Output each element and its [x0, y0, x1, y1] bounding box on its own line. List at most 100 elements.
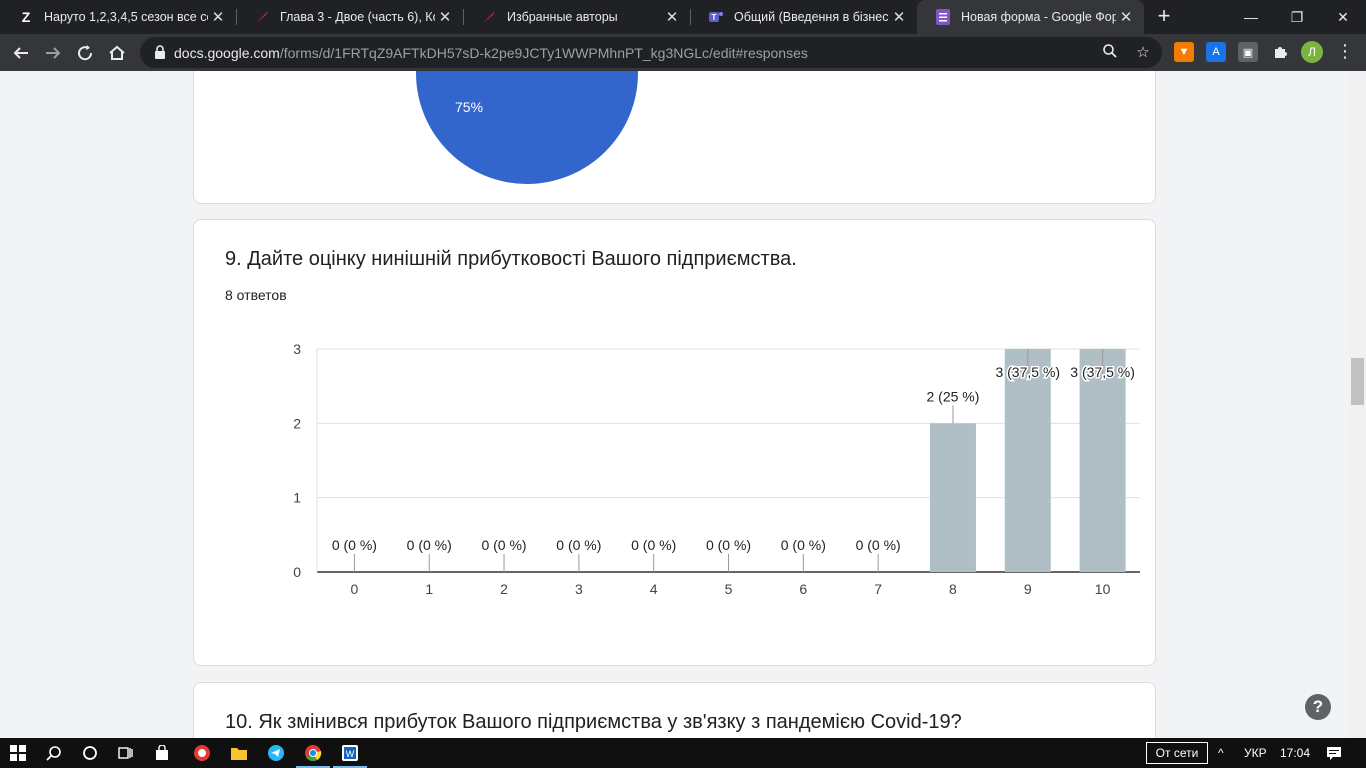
x-tick-label: 6 — [799, 581, 807, 597]
arrow-left-icon — [13, 47, 28, 59]
close-icon[interactable]: ✕ — [211, 9, 225, 26]
tab-title: Глава 3 - Двое (часть 6), Конт — [280, 10, 435, 24]
task-view-icon[interactable] — [116, 743, 136, 763]
more-vertical-icon[interactable]: ⋮ — [1336, 41, 1354, 61]
x-tick-label: 4 — [650, 581, 658, 597]
browser-tab-2[interactable]: Избранные авторы ✕ — [463, 0, 690, 34]
forward-button[interactable] — [40, 40, 66, 66]
forms-responses-page: 75% 9. Дайте оцінку нинішній прибутковос… — [0, 71, 1349, 738]
chrome-icon[interactable] — [303, 743, 323, 763]
translate-extension-icon[interactable]: A — [1206, 42, 1226, 62]
bar — [929, 423, 976, 572]
close-icon[interactable]: ✕ — [665, 9, 679, 26]
notifications-icon[interactable] — [1324, 743, 1344, 763]
x-tick-label: 10 — [1095, 581, 1111, 597]
profile-avatar[interactable]: Л — [1301, 41, 1323, 63]
address-bar[interactable]: docs.google.com/forms/d/1FRTqZ9AFTkDH57s… — [140, 37, 1162, 68]
question-9-card: 9. Дайте оцінку нинішній прибутковості В… — [193, 219, 1156, 666]
ficbook-icon — [254, 9, 270, 25]
z-icon: Z — [21, 9, 31, 25]
input-language[interactable]: УКР — [1244, 746, 1267, 760]
pie-chart-slice — [416, 71, 638, 184]
active-app-indicator — [333, 766, 367, 768]
browser-tab-0[interactable]: Z Наруто 1,2,3,4,5 сезон все сер ✕ — [0, 0, 236, 34]
lock-icon — [155, 45, 165, 59]
browser-tab-3[interactable]: T Общий (Введення в бізнес-ан ✕ — [690, 0, 917, 34]
data-label: 3 (37,5 %) — [995, 364, 1060, 380]
x-tick-label: 3 — [575, 581, 583, 597]
browser-toolbar: docs.google.com/forms/d/1FRTqZ9AFTkDH57s… — [0, 34, 1366, 71]
restore-button[interactable]: ❐ — [1290, 8, 1304, 25]
tab-title: Избранные авторы — [507, 10, 618, 24]
data-label: 0 (0 %) — [631, 537, 676, 553]
data-label: 0 (0 %) — [332, 537, 377, 553]
previous-question-card: 75% — [193, 71, 1156, 204]
ficbook-icon — [481, 9, 497, 25]
arrow-right-icon — [46, 47, 61, 59]
data-label: 2 (25 %) — [926, 388, 979, 404]
svg-text:W: W — [346, 749, 355, 759]
bar-chart: 0 1 2 3 0 (0 %) 0 0 (0 %) 1 0 (0 %) 2 0 (0 %) 3 0 (0… — [293, 341, 1140, 597]
search-icon[interactable] — [44, 743, 64, 763]
telegram-icon[interactable] — [266, 743, 286, 763]
scrollbar-thumb[interactable] — [1351, 358, 1364, 405]
close-window-button[interactable]: ✕ — [1337, 8, 1349, 25]
y-tick-label: 3 — [293, 341, 301, 357]
data-label: 0 (0 %) — [856, 537, 901, 553]
question-title: 10. Як змінився прибуток Вашого підприєм… — [225, 711, 962, 733]
reload-icon — [78, 45, 93, 61]
tab-separator — [463, 9, 464, 25]
file-explorer-icon[interactable] — [229, 743, 249, 763]
teams-icon: T — [708, 9, 724, 25]
bar — [1004, 349, 1051, 572]
windows-taskbar: W От сети ^ УКР 17:04 — [0, 738, 1366, 768]
windows-start-icon[interactable] — [8, 743, 28, 763]
y-tick-label: 1 — [293, 490, 301, 506]
close-icon[interactable]: ✕ — [1119, 9, 1133, 26]
svg-text:T: T — [712, 13, 717, 22]
google-forms-icon — [935, 9, 951, 25]
data-label: 0 (0 %) — [556, 537, 601, 553]
data-label: 3 (37,5 %) — [1070, 364, 1135, 380]
star-icon[interactable]: ☆ — [1136, 44, 1150, 61]
data-label: 0 (0 %) — [781, 537, 826, 553]
close-icon[interactable]: ✕ — [892, 9, 906, 26]
show-hidden-icons-chevron-icon[interactable]: ^ — [1218, 746, 1224, 760]
x-tick-label: 2 — [500, 581, 508, 597]
home-button[interactable] — [104, 40, 130, 66]
reload-button[interactable] — [72, 40, 98, 66]
puzzle-icon[interactable] — [1270, 42, 1290, 62]
clock[interactable]: 17:04 — [1280, 746, 1311, 760]
cortana-icon[interactable] — [80, 743, 100, 763]
home-icon — [109, 45, 125, 60]
back-button[interactable] — [8, 40, 34, 66]
new-tab-button[interactable]: + — [1157, 3, 1171, 28]
word-icon[interactable]: W — [340, 743, 360, 763]
tab-separator — [690, 9, 691, 25]
extension-icon[interactable]: ▣ — [1238, 42, 1258, 62]
media-player-icon[interactable] — [192, 743, 212, 763]
data-label: 0 (0 %) — [481, 537, 526, 553]
data-label: 0 (0 %) — [407, 537, 452, 553]
brave-extension-icon[interactable]: ▼ — [1174, 42, 1194, 62]
tab-title: Наруто 1,2,3,4,5 сезон все сер — [44, 10, 208, 24]
help-icon[interactable]: ? — [1305, 694, 1331, 720]
y-tick-label: 0 — [293, 564, 301, 580]
browser-tab-4[interactable]: Новая форма - Google Формы ✕ — [917, 0, 1144, 34]
data-label: 0 (0 %) — [706, 537, 751, 553]
close-icon[interactable]: ✕ — [438, 9, 452, 26]
response-count: 8 ответов — [225, 287, 287, 303]
bar — [1079, 349, 1126, 572]
minimize-button[interactable]: — — [1244, 9, 1258, 25]
tab-title: Общий (Введення в бізнес-ан — [734, 10, 889, 24]
zoom-icon[interactable] — [1100, 43, 1120, 63]
tab-title: Новая форма - Google Формы — [961, 10, 1116, 24]
store-icon[interactable] — [152, 743, 172, 763]
browser-tab-1[interactable]: Глава 3 - Двое (часть 6), Конт ✕ — [236, 0, 463, 34]
question-10-card: 10. Як змінився прибуток Вашого підприєм… — [193, 682, 1156, 738]
pie-slice-label: 75% — [455, 99, 484, 115]
x-tick-label: 8 — [949, 581, 957, 597]
network-status-button[interactable]: От сети — [1146, 742, 1208, 764]
tab-strip: Z Наруто 1,2,3,4,5 сезон все сер ✕ Глава… — [0, 0, 1366, 34]
tab-separator — [236, 9, 237, 25]
